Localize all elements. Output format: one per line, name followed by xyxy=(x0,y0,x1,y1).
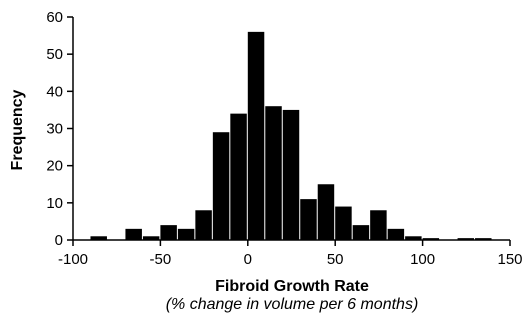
histogram-bar xyxy=(300,199,317,240)
histogram-bar xyxy=(212,132,230,240)
histogram-bar xyxy=(457,238,475,240)
x-tick-label: 50 xyxy=(327,251,344,268)
histogram-bar xyxy=(405,236,422,240)
histogram-bar xyxy=(160,225,177,240)
histogram-bar xyxy=(142,236,160,240)
x-axis-subtitle: (% change in volume per 6 months) xyxy=(166,296,419,313)
y-tick-label: 30 xyxy=(46,121,63,138)
y-tick-label: 40 xyxy=(46,83,63,100)
histogram-bar xyxy=(195,210,212,240)
y-tick-label: 60 xyxy=(46,9,63,26)
histogram-bar xyxy=(247,31,265,240)
histogram-bar xyxy=(475,238,492,240)
histogram-bar xyxy=(265,106,282,240)
histogram-bar xyxy=(352,225,370,240)
histogram-bar xyxy=(422,238,440,240)
x-tick-label: 150 xyxy=(497,251,522,268)
x-tick-label: 100 xyxy=(410,251,435,268)
x-axis-title: Fibroid Growth Rate xyxy=(215,278,369,295)
x-tick-label: -50 xyxy=(150,251,172,268)
histogram-bar xyxy=(230,113,247,240)
y-tick-label: 20 xyxy=(46,158,63,175)
x-ticks-group: -100 -50 0 50 100 150 xyxy=(58,240,523,268)
y-axis-title: Frequency xyxy=(9,89,26,170)
histogram-bar xyxy=(282,109,300,241)
histogram-bar xyxy=(335,206,352,240)
bars-group xyxy=(90,31,492,241)
histogram-bar xyxy=(90,236,107,240)
histogram-bar xyxy=(387,228,405,240)
histogram-bar xyxy=(177,228,195,240)
y-tick-label: 0 xyxy=(55,232,63,249)
histogram-bar xyxy=(317,184,335,240)
y-tick-label: 50 xyxy=(46,46,63,63)
histogram-bar xyxy=(125,228,142,240)
x-tick-label: 0 xyxy=(244,251,252,268)
x-tick-label: -100 xyxy=(58,251,88,268)
histogram-bar xyxy=(370,210,387,240)
y-tick-label: 10 xyxy=(46,195,63,212)
y-ticks-group: 0 10 20 30 40 50 60 xyxy=(46,9,73,249)
